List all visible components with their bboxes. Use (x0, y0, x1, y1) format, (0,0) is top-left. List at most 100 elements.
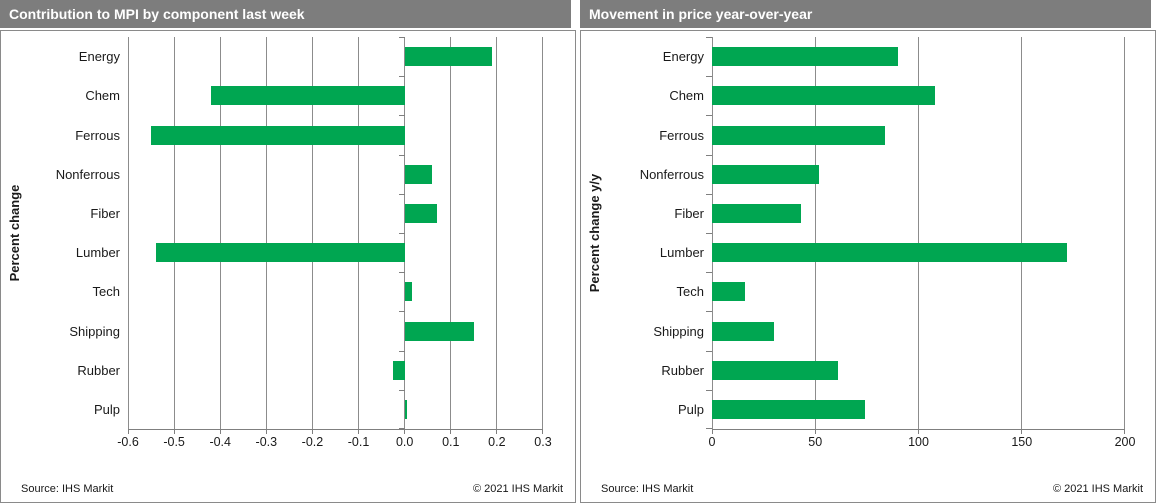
gridline (496, 37, 498, 429)
bar-rubber (393, 360, 405, 380)
x-tick-label: 0.1 (442, 435, 460, 449)
gridline (918, 37, 919, 429)
bar-lumber (712, 243, 1068, 263)
category-axis-tick-mark (398, 76, 405, 78)
source-note: Source: IHS Markit (21, 483, 114, 495)
bar-ferrous (151, 125, 405, 145)
x-tick-label: -0.2 (301, 435, 324, 449)
category-axis-labels: Energy Chem Ferrous Nonferrous Fiber Lumber Te… (1, 37, 127, 429)
x-axis-tick-mark (496, 429, 498, 434)
x-axis-tick-mark (450, 429, 452, 434)
category-axis-labels: Energy Chem Ferrous Nonferrous Fiber Lumber Te… (581, 37, 711, 429)
x-tick-label: -0.6 (117, 435, 139, 449)
category-axis-tick-mark (706, 428, 712, 429)
bar-tech (404, 282, 412, 302)
bar-tech (712, 282, 746, 302)
category-label: Lumber (659, 245, 704, 261)
gridline (311, 37, 313, 429)
bar-nonferrous (712, 164, 820, 184)
category-label: Rubber (77, 362, 120, 378)
x-tick-label: 100 (908, 435, 929, 449)
bar-energy (712, 47, 898, 67)
x-axis-tick-labels: 0 50 100 150 200 (708, 435, 1136, 451)
x-tick-label: -0.3 (255, 435, 278, 449)
bar-shipping (404, 321, 474, 341)
bar-energy (404, 47, 493, 67)
copyright-note: © 2021 IHS Markit (1052, 483, 1143, 495)
chart-region: Percent change Energy Chem Ferrous Nonferro… (0, 30, 576, 503)
gridline (814, 37, 816, 429)
category-axis-tick-mark (706, 311, 712, 313)
category-label: Pulp (93, 401, 120, 417)
category-axis-tick-mark (398, 272, 405, 274)
category-label: Energy (662, 49, 704, 65)
category-axis-tick-mark (706, 37, 712, 38)
category-label: Nonferrous (639, 166, 704, 182)
category-axis-tick-mark (398, 389, 405, 391)
gridline (450, 37, 452, 429)
category-axis-tick-mark (398, 233, 405, 234)
x-axis-tick-mark (311, 429, 313, 434)
x-axis-tick-mark (404, 429, 406, 434)
x-axis-tick-mark (1124, 429, 1125, 434)
plot-area (128, 37, 543, 434)
category-axis-tick-mark (398, 154, 405, 156)
bar-chem (712, 86, 936, 106)
category-label: Ferrous (75, 127, 120, 143)
category-label: Rubber (661, 362, 704, 378)
x-tick-label: 150 (1011, 435, 1033, 449)
category-label: Tech (676, 284, 704, 300)
category-axis-tick-mark (398, 350, 405, 352)
category-label: Fiber (674, 205, 704, 221)
bar-chem (211, 86, 405, 106)
x-tick-label: 0.0 (395, 435, 414, 449)
gridline (219, 37, 221, 429)
gridline (542, 37, 543, 429)
category-label: Energy (78, 49, 120, 65)
category-axis-tick-mark (706, 272, 712, 274)
category-label: Shipping (69, 323, 120, 339)
source-note: Source: IHS Markit (601, 483, 694, 495)
x-tick-label: -0.4 (209, 435, 231, 449)
category-label: Chem (669, 88, 704, 104)
copyright-note: © 2021 IHS Markit (472, 483, 563, 495)
gridline (1021, 37, 1023, 429)
chart-title: Movement in price year-over-year (589, 6, 813, 22)
category-axis-tick-mark (706, 350, 712, 352)
x-axis-tick-mark (542, 429, 543, 434)
bar-fiber (712, 203, 801, 223)
bar-shipping (712, 321, 774, 341)
chart-title-bar: Contribution to MPI by component last we… (0, 0, 571, 28)
x-tick-label: 200 (1114, 435, 1136, 449)
chart-title-bar: Movement in price year-over-year (580, 0, 1151, 28)
gridline (358, 37, 360, 429)
gridline (265, 37, 267, 429)
chart-title: Contribution to MPI by component last we… (9, 6, 305, 22)
x-axis-tick-mark (265, 429, 267, 434)
x-axis-tick-mark (173, 429, 175, 434)
x-tick-label: 50 (808, 435, 823, 449)
x-axis-tick-mark (712, 429, 713, 434)
category-label: Shipping (653, 323, 704, 339)
bar-rubber (712, 360, 838, 380)
category-axis-tick-mark (398, 115, 405, 117)
category-axis-tick-mark (706, 154, 712, 156)
category-axis-tick-mark (706, 389, 712, 391)
category-label: Pulp (677, 401, 704, 417)
x-axis-tick-mark (219, 429, 221, 434)
x-tick-label: 0 (708, 435, 716, 449)
category-label: Fiber (90, 205, 120, 221)
plot-area (706, 37, 1125, 434)
category-label: Chem (85, 88, 120, 104)
x-tick-label: -0.5 (163, 435, 185, 449)
category-axis-tick-mark (398, 311, 405, 313)
gridline (173, 37, 175, 429)
chart-footer: Source: IHS Markit © 2021 IHS Markit (601, 483, 1143, 495)
bar-pulp (404, 399, 407, 419)
category-label: Ferrous (659, 127, 704, 143)
x-tick-label: 0.3 (534, 435, 552, 449)
category-axis-tick-mark (398, 193, 405, 195)
gridline (1124, 37, 1125, 429)
category-label: Tech (92, 284, 120, 300)
